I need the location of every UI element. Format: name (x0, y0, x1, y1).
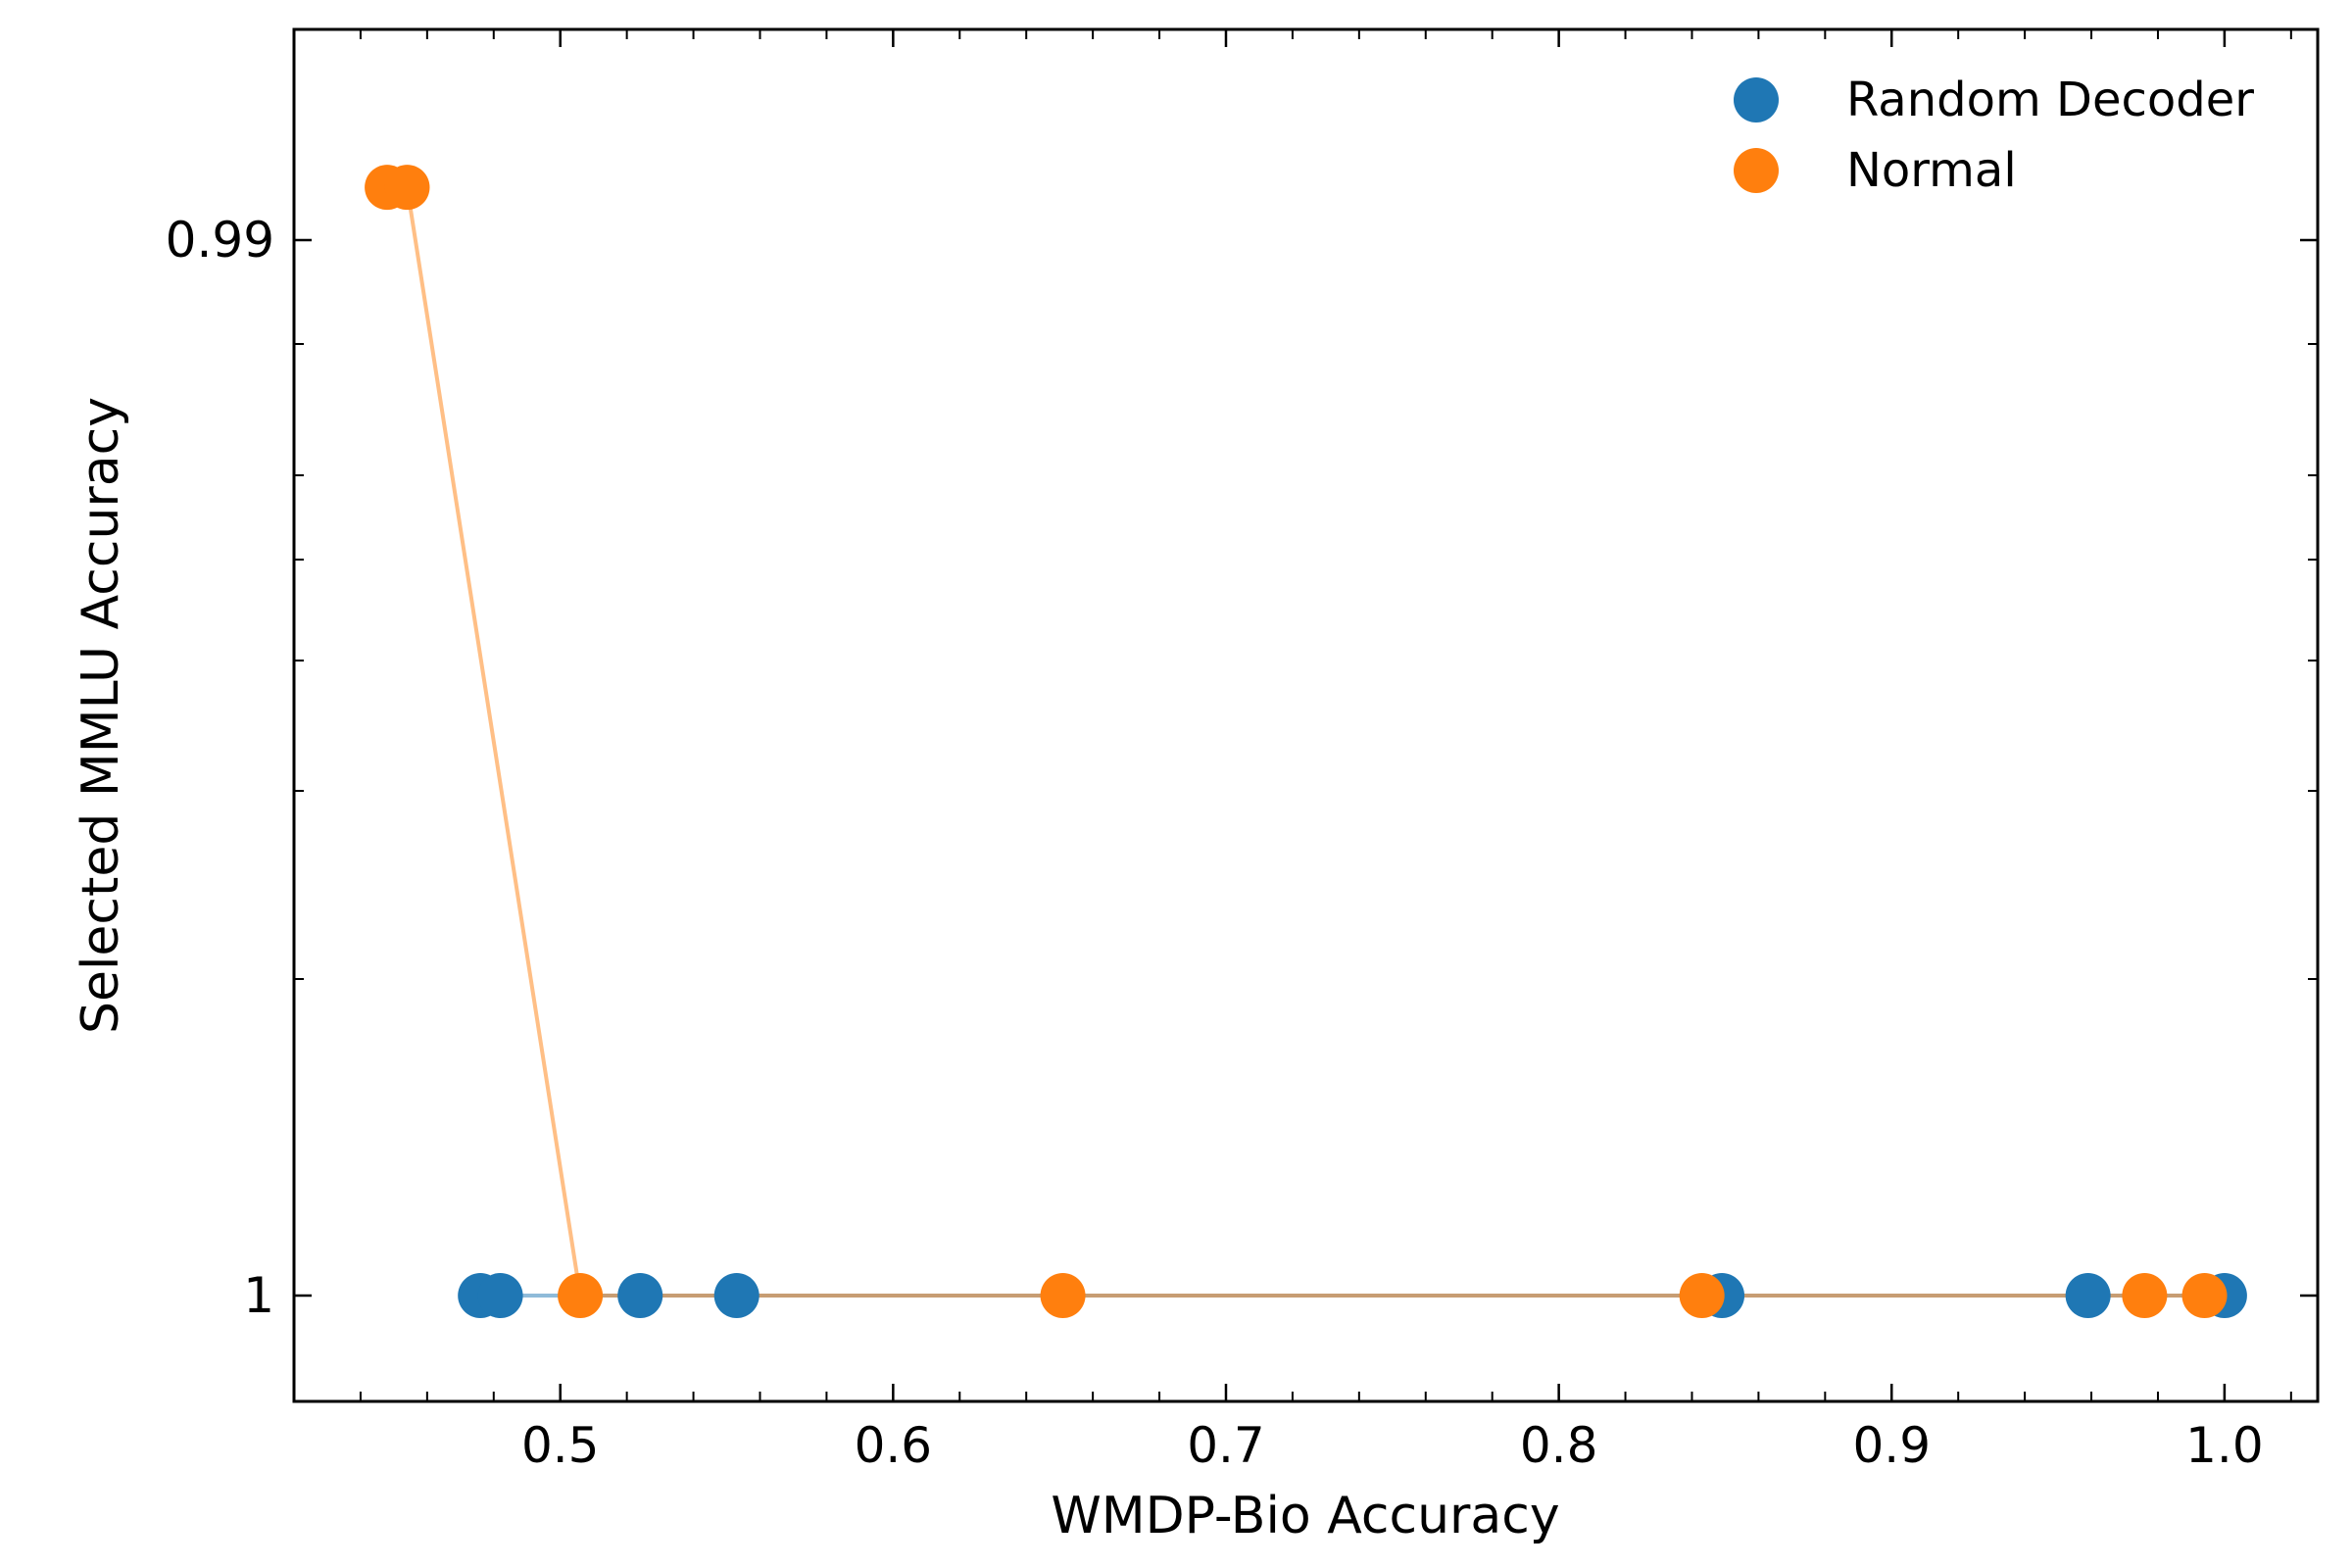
x-tick-label: 0.8 (1520, 1417, 1598, 1474)
x-tick-label: 1.0 (2185, 1417, 2264, 1474)
y-axis-label: Selected MMLU Accuracy (72, 397, 130, 1034)
legend-marker-normal (1734, 148, 1779, 193)
series-points (365, 165, 2247, 1318)
data-point-normal (1040, 1273, 1086, 1318)
data-point-normal (1679, 1273, 1725, 1318)
data-point-normal (2181, 1273, 2228, 1318)
data-point-normal (384, 165, 430, 211)
y-tick-label: 1 (243, 1267, 274, 1324)
plot-frame (292, 27, 2320, 1403)
data-point-normal (2122, 1273, 2168, 1318)
y-tick-labels: 0.99 1 (166, 212, 274, 1324)
data-point-random-decoder (2065, 1273, 2111, 1318)
data-point-random-decoder (477, 1273, 523, 1318)
x-axis-label: WMDP-Bio Accuracy (1051, 1487, 1559, 1545)
legend-label-random-decoder: Random Decoder (1846, 73, 2254, 127)
x-tick-labels: 0.5 0.6 0.7 0.8 0.9 1.0 (521, 1417, 2264, 1474)
x-tick-label: 0.6 (855, 1417, 933, 1474)
data-point-normal (558, 1273, 604, 1318)
x-tick-label: 0.9 (1852, 1417, 1931, 1474)
data-point-random-decoder (713, 1273, 760, 1318)
data-point-random-decoder (617, 1273, 663, 1318)
axis-ticks (293, 29, 2318, 1401)
legend-label-normal: Normal (1846, 143, 2017, 198)
x-tick-label: 0.5 (521, 1417, 600, 1474)
legend-marker-random-decoder (1734, 77, 1779, 122)
legend: Random Decoder Normal (1734, 73, 2254, 198)
x-tick-label: 0.7 (1187, 1417, 1265, 1474)
y-tick-label: 0.99 (166, 212, 274, 269)
